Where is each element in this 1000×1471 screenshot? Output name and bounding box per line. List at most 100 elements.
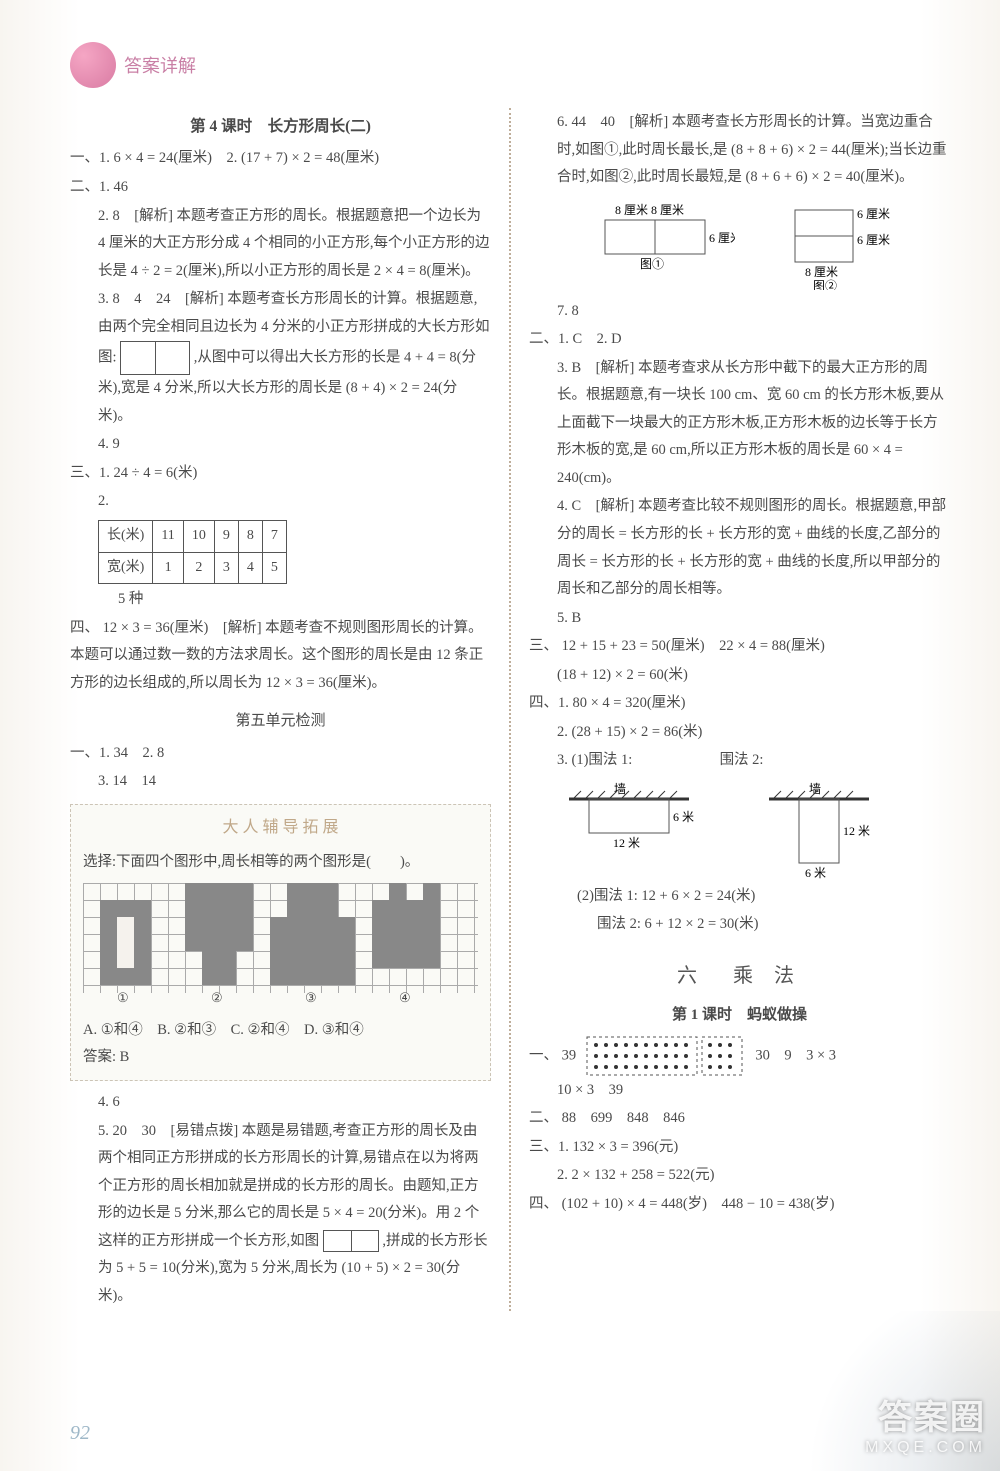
- q1-1: 一、1. 6 × 4 = 24(厘米) 2. (17 + 7) × 2 = 48…: [70, 145, 491, 173]
- q4: 四、 12 × 3 = 36(厘米) [解析] 本题考查不规则图形周长的计算。本…: [70, 615, 491, 698]
- u6-s4-text: (102 + 10) × 4 = 448(岁) 448 − 10 = 438(岁…: [562, 1196, 835, 1212]
- q2-2-prefix: 2.: [98, 208, 109, 224]
- fence2-wall: 墙: [809, 782, 821, 796]
- r-s2-3-prefix: 3.: [557, 360, 568, 376]
- r-s4-2-text: (28 + 15) × 2 = 86(米): [572, 724, 703, 740]
- cell: 3: [214, 552, 238, 584]
- r-s2-5: 5. B: [529, 605, 950, 633]
- q2-4-prefix: 4.: [98, 436, 109, 452]
- q3-1-text: 24 ÷ 4 = 6(米): [114, 465, 198, 481]
- r-s4-3a: (1)围法 1:: [572, 752, 633, 768]
- column-divider: [509, 108, 511, 1311]
- fig2-cap: 图②: [813, 279, 837, 290]
- r-s2-3: 3. B [解析] 本题考查求从长方形中截下的最大正方形的周长。根据题意,有一块…: [529, 355, 950, 493]
- unit6-lesson-title: 第 1 课时 蚂蚁做操: [529, 1001, 950, 1030]
- r-s4-1-text: 80 × 4 = 320(厘米): [573, 695, 686, 711]
- r-s4-3-prefix: 3.: [557, 752, 568, 768]
- table-row: 宽(米) 1 2 3 4 5: [99, 552, 287, 584]
- shape-label-3: ③: [305, 986, 317, 1011]
- page: 答案详解 第 4 课时 长方形周长(二) 一、1. 6 × 4 = 24(厘米)…: [0, 0, 1000, 1471]
- r-s2-4: 4. C [解析] 本题考查比较不规则图形的周长。根据题意,甲部分的周长 = 长…: [529, 493, 950, 603]
- fence1-right: 6 米: [673, 810, 694, 824]
- r-s3: 三、 12 + 15 + 23 = 50(厘米) 22 × 4 = 88(厘米): [529, 633, 950, 661]
- r-s2-5-text: B: [572, 610, 582, 626]
- cell: 宽(米): [99, 552, 153, 584]
- fence1-wall: 墙: [614, 782, 626, 796]
- r7-prefix: 7.: [557, 303, 568, 319]
- q3-2-prefix: 2.: [70, 488, 109, 516]
- watermark-line2: MXQE.COM: [865, 1439, 986, 1457]
- u1-3-prefix: 3.: [98, 773, 109, 789]
- r-s4-3b: 围法 2:: [720, 752, 764, 768]
- lesson-4-title: 第 4 课时 长方形周长(二): [70, 112, 491, 141]
- r-s2-5-prefix: 5.: [557, 610, 568, 626]
- page-number: 92: [70, 1422, 90, 1445]
- r6-prefix: 6.: [557, 114, 568, 130]
- q2-4: 4. 9: [70, 431, 491, 459]
- cell: 4: [238, 552, 262, 584]
- fig2-t2: 6 厘米: [857, 233, 890, 247]
- q3-2-note: 5 种: [70, 586, 491, 614]
- shape-label-4: ④: [399, 986, 411, 1011]
- u6-s2-text: 88 699 848 846: [562, 1110, 685, 1126]
- u1-3: 3. 14 14: [70, 768, 491, 796]
- u1-1-text: 34 2. 8: [114, 745, 165, 761]
- u1-5-text: 20 30 [易错点拨] 本题是易错题,考查正方形的周长及由两个相同正方形拼成的…: [98, 1123, 479, 1249]
- u6-s4: 四、 (102 + 10) × 4 = 448(岁) 448 − 10 = 43…: [529, 1191, 950, 1219]
- u1-4: 4. 6: [70, 1089, 491, 1117]
- q1-1-prefix: 一、1.: [70, 150, 110, 166]
- u1-5: 5. 20 30 [易错点拨] 本题是易错题,考查正方形的周长及由两个相同正方形…: [70, 1118, 491, 1311]
- length-width-table: 长(米) 11 10 9 8 7 宽(米) 1 2 3 4 5: [98, 520, 287, 584]
- cell: 长(米): [99, 521, 153, 553]
- tutor-heading: 大 人 辅 导 拓 展: [83, 813, 478, 843]
- q2-3: 3. 8 4 24 [解析] 本题考查长方形周长的计算。根据题意,由两个完全相同…: [70, 286, 491, 430]
- u1-3-text: 14 14: [113, 773, 157, 789]
- r7: 7. 8: [529, 298, 950, 326]
- q3-1: 三、1. 24 ÷ 4 = 6(米): [70, 460, 491, 488]
- watermark-line1: 答案圈: [865, 1390, 986, 1439]
- right-column: 6. 44 40 [解析] 本题考查长方形周长的计算。当宽边重合时,如图①,此时…: [529, 108, 950, 1311]
- q2-1-text: 46: [114, 179, 129, 195]
- r-s2-1-prefix: 二、1.: [529, 331, 569, 347]
- unit6-title: 六 乘 法: [529, 957, 950, 995]
- unit5-test-title: 第五单元检测: [70, 707, 491, 736]
- shape-label-1: ①: [117, 986, 129, 1011]
- cell: 5: [262, 552, 286, 584]
- fig1-top: 8 厘米 8 厘米: [615, 203, 684, 217]
- fig1-right: 6 厘米: [709, 231, 735, 245]
- fence1-bottom: 12 米: [613, 836, 640, 850]
- tutor-options: A. ①和④ B. ②和③ C. ②和④ D. ③和④: [83, 1017, 478, 1045]
- u6-s3-1: 三、1. 132 × 3 = 396(元): [529, 1134, 950, 1162]
- q2-1: 二、1. 46: [70, 174, 491, 202]
- u6-s1-prefix: 一、: [529, 1047, 558, 1063]
- r-s2-3-text: B [解析] 本题考查求从长方形中截下的最大正方形的周长。根据题意,有一块长 1…: [557, 360, 944, 486]
- fig2-svg: 6 厘米 6 厘米 8 厘米 图②: [775, 200, 895, 290]
- fence-1: 墙 6 米 12 米: [559, 781, 699, 881]
- content-columns: 第 4 课时 长方形周长(二) 一、1. 6 × 4 = 24(厘米) 2. (…: [70, 108, 950, 1311]
- r6-text: 44 40 [解析] 本题考查长方形周长的计算。当宽边重合时,如图①,此时周长最…: [557, 114, 947, 185]
- dot-array-figure: [586, 1036, 746, 1076]
- tutor-box: 大 人 辅 导 拓 展 选择:下面四个图形中,周长相等的两个图形是( )。 ① …: [70, 804, 491, 1081]
- fig2-b: 8 厘米: [805, 265, 838, 279]
- u6-s3-2-prefix: 2.: [557, 1167, 568, 1183]
- tutor-question: 选择:下面四个图形中,周长相等的两个图形是( )。: [83, 849, 478, 877]
- q2-3-prefix: 3.: [98, 291, 109, 307]
- r-s3-l1: 12 + 15 + 23 = 50(厘米) 22 × 4 = 88(厘米): [562, 638, 825, 654]
- r6: 6. 44 40 [解析] 本题考查长方形周长的计算。当宽边重合时,如图①,此时…: [529, 109, 950, 192]
- cell: 11: [153, 521, 183, 553]
- u1-4-text: 6: [113, 1094, 120, 1110]
- u6-s1-b: 30 9 3 × 3: [755, 1047, 836, 1063]
- mascot-icon: [70, 42, 116, 88]
- r-s4-2-prefix: 2.: [557, 724, 568, 740]
- cell: 10: [183, 521, 214, 553]
- two-square-rect-figure: [323, 1230, 379, 1252]
- q1-1-text: 6 × 4 = 24(厘米) 2. (17 + 7) × 2 = 48(厘米): [114, 150, 380, 166]
- fence-2: 墙 12 米 6 米: [759, 781, 889, 881]
- q2-2-text: 8 [解析] 本题考查正方形的周长。根据题意把一个边长为 4 厘米的大正方形分成…: [98, 208, 490, 279]
- r-s3-l2: (18 + 12) × 2 = 60(米): [529, 662, 950, 690]
- r-s2-1-text: C 2. D: [573, 331, 622, 347]
- u1-1-prefix: 一、1.: [70, 745, 110, 761]
- q2-1-prefix: 二、1.: [70, 179, 110, 195]
- u6-s2: 二、 88 699 848 846: [529, 1105, 950, 1133]
- fence2-bottom: 6 米: [805, 866, 826, 880]
